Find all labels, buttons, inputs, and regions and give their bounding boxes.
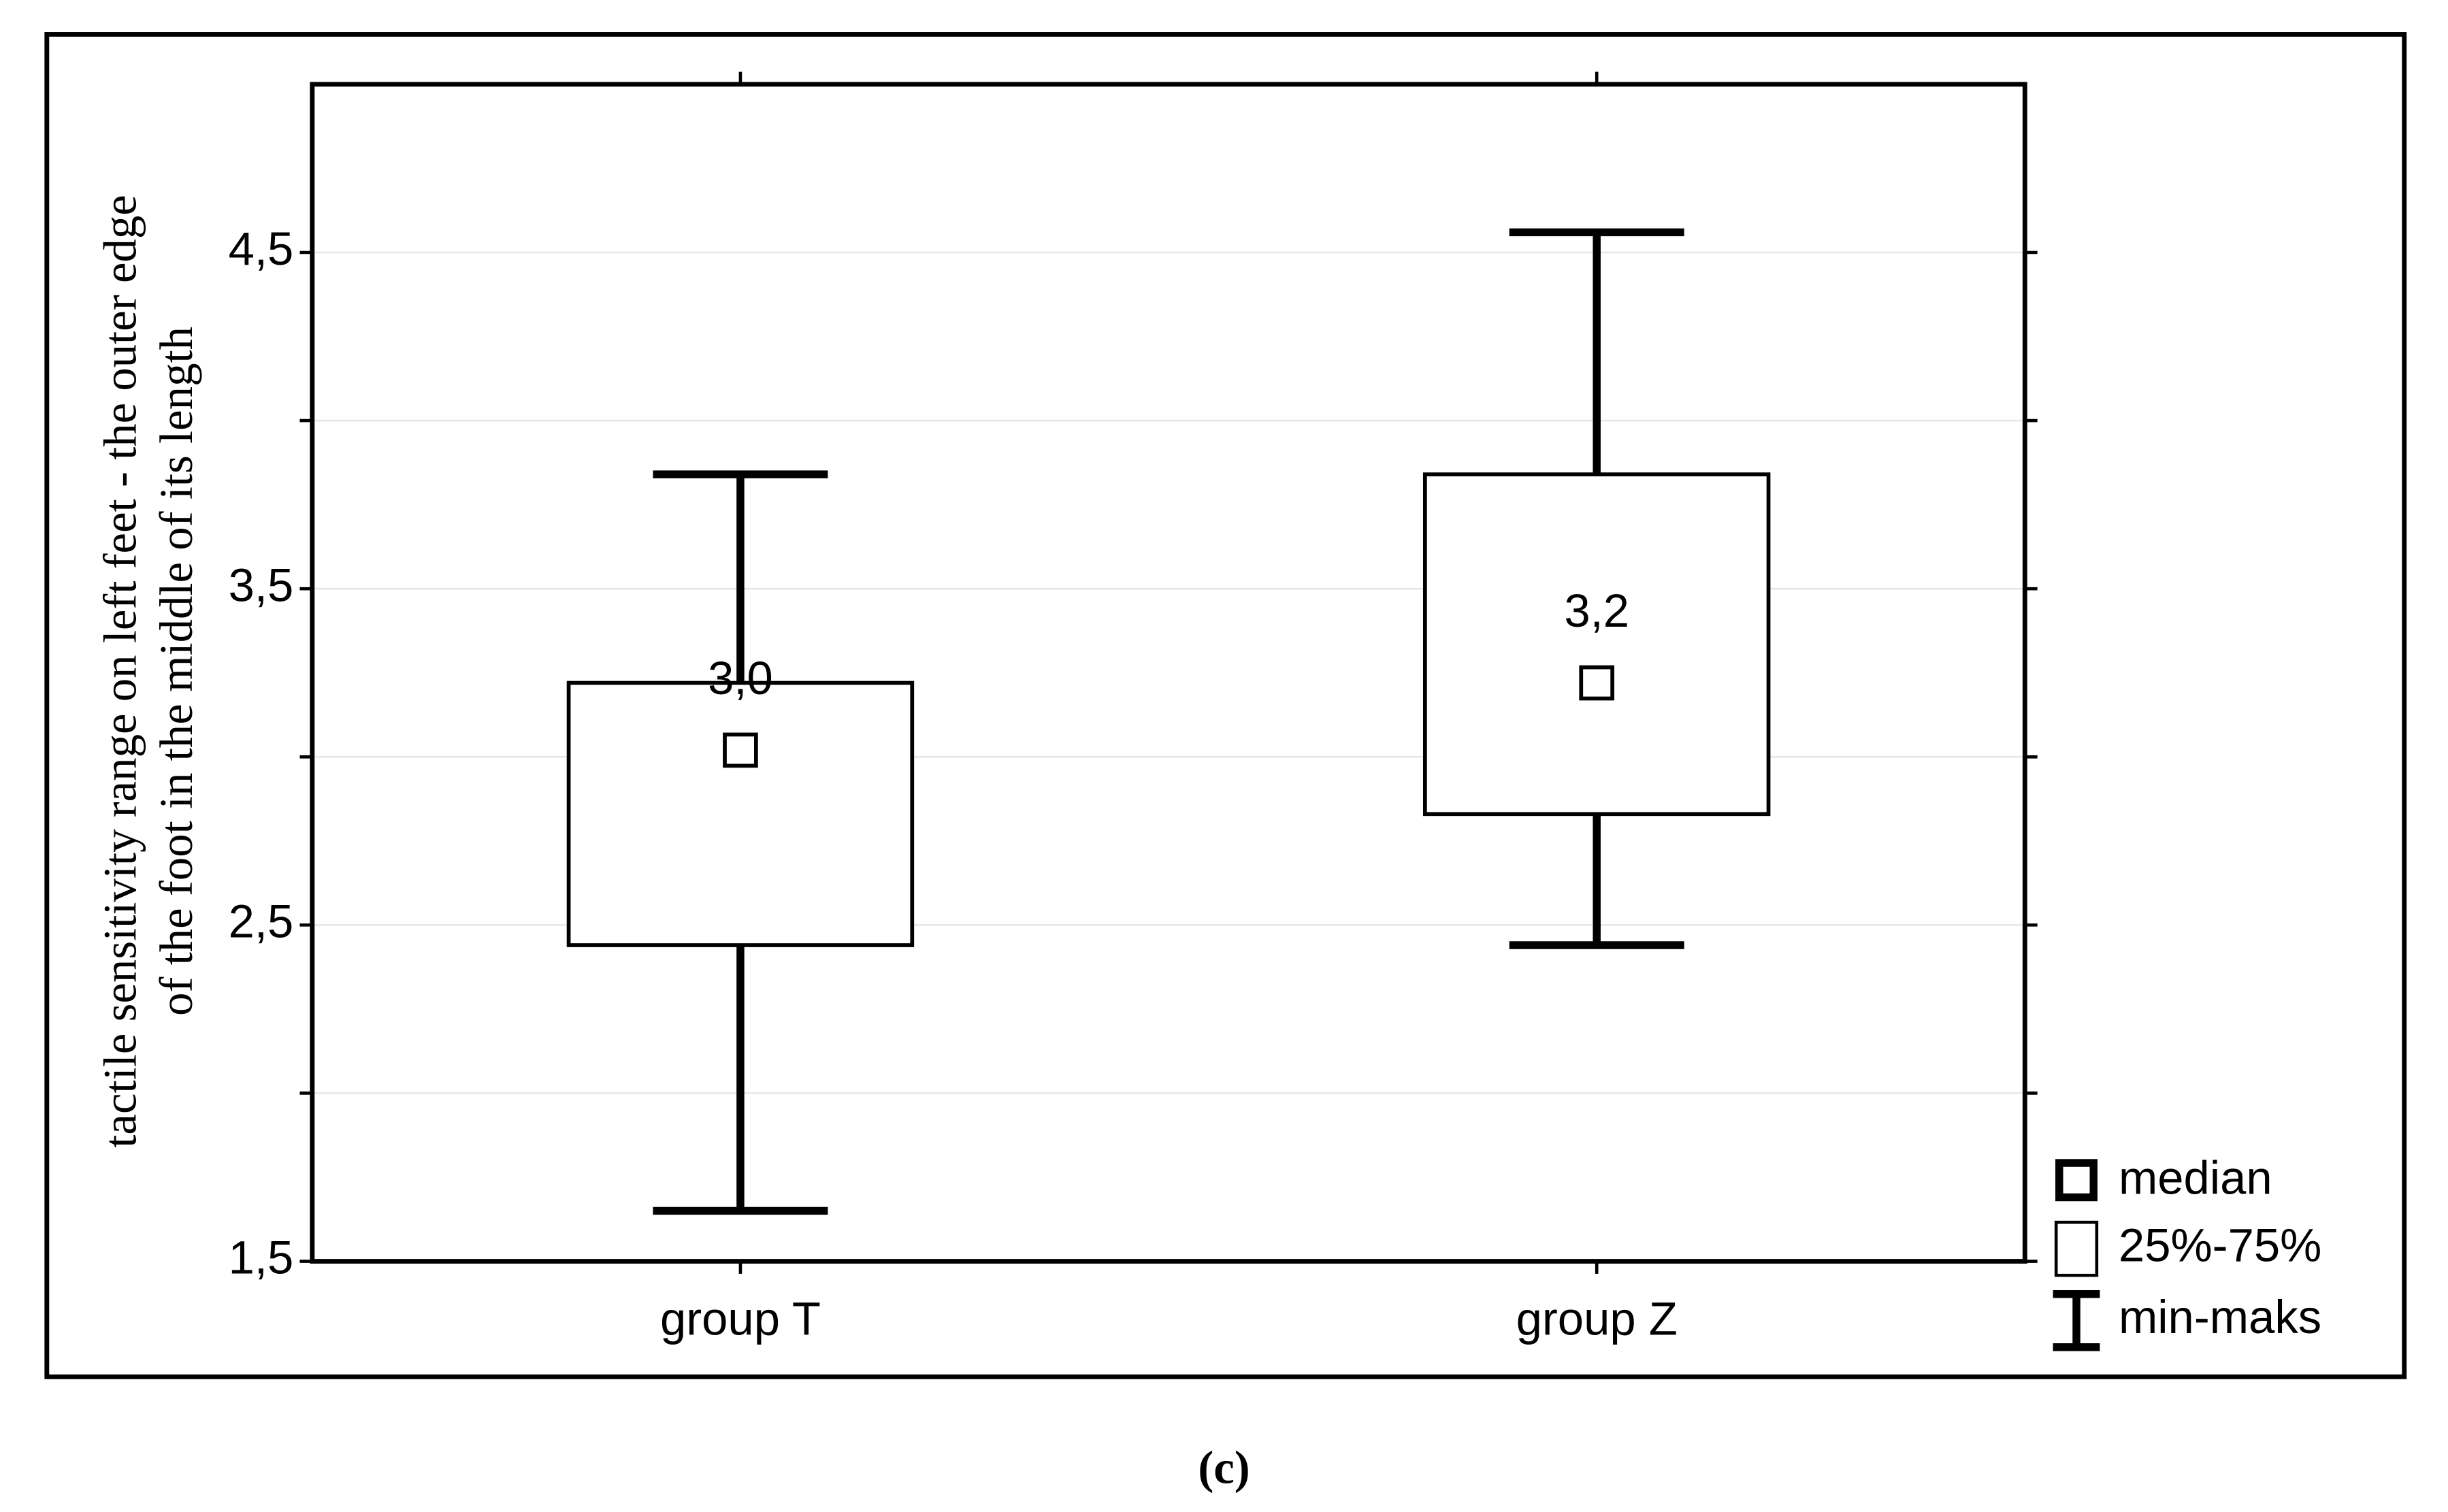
legend-box-icon (2054, 1220, 2099, 1277)
y-axis-label: of the foot in the middle of its length (150, 327, 202, 1016)
legend-median-icon (2055, 1159, 2098, 1202)
legend-label: 25%-75% (2119, 1219, 2321, 1271)
x-tick-label: group Z (1516, 1292, 1678, 1345)
outer-frame (44, 32, 2407, 1379)
median-label: 3,0 (708, 652, 773, 704)
legend-label: min-maks (2119, 1291, 2321, 1343)
y-tick-label: 4,5 (229, 223, 294, 275)
y-tick-label: 1,5 (229, 1232, 294, 1284)
legend-label: median (2119, 1152, 2272, 1204)
y-axis-label: tactile sensitivity range on left feet -… (94, 195, 146, 1148)
y-tick-label: 3,5 (229, 559, 294, 611)
median-marker (1579, 665, 1615, 701)
box (1422, 472, 1771, 817)
caption: (c) (1198, 1441, 1250, 1493)
x-tick-label: group T (660, 1292, 821, 1345)
median-label: 3,2 (1564, 585, 1629, 637)
box (566, 680, 915, 947)
y-tick-label: 2,5 (229, 895, 294, 948)
plot-frame (310, 82, 2027, 1264)
median-marker (723, 732, 758, 768)
